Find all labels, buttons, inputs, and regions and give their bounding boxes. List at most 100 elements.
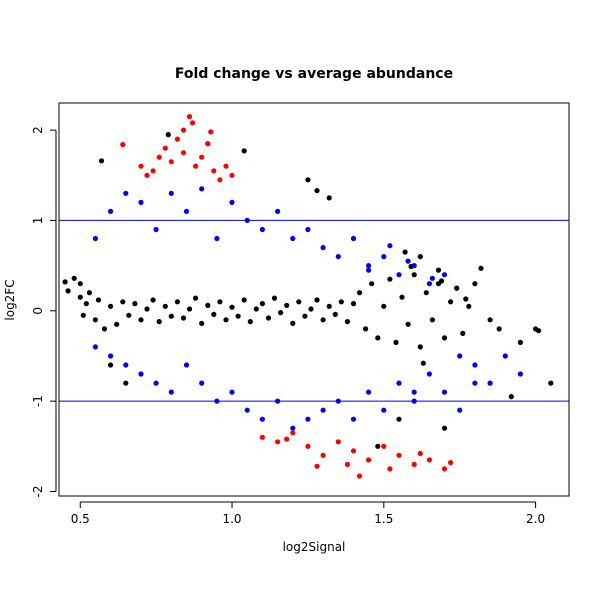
data-point bbox=[80, 312, 86, 318]
data-point bbox=[186, 306, 193, 312]
data-point bbox=[472, 380, 478, 386]
data-point bbox=[95, 297, 102, 303]
data-point bbox=[259, 226, 265, 233]
data-point bbox=[229, 172, 235, 178]
data-point bbox=[305, 177, 311, 183]
data-point bbox=[162, 145, 168, 151]
plot-frame bbox=[58, 102, 570, 497]
data-point bbox=[101, 326, 108, 332]
data-point bbox=[478, 265, 484, 271]
data-point bbox=[366, 263, 372, 269]
data-point bbox=[208, 129, 214, 135]
data-point bbox=[120, 142, 126, 148]
y-tick-label: 2 bbox=[31, 126, 45, 134]
data-point bbox=[174, 136, 180, 142]
x-axis: 0.5 1.0 1.5 2.0 bbox=[71, 501, 545, 526]
data-point bbox=[144, 306, 150, 312]
points-layer bbox=[62, 114, 554, 479]
data-point bbox=[144, 172, 150, 178]
data-point bbox=[92, 344, 98, 350]
data-point bbox=[83, 301, 89, 307]
data-point bbox=[114, 321, 120, 327]
data-point bbox=[92, 235, 98, 242]
data-point bbox=[393, 339, 399, 345]
y-tick-label: -2 bbox=[31, 485, 45, 497]
data-point bbox=[217, 177, 223, 183]
chart-title: Fold change vs average abundance bbox=[175, 66, 453, 82]
data-point bbox=[356, 290, 363, 296]
data-point bbox=[168, 159, 174, 165]
data-point bbox=[241, 148, 247, 154]
data-point bbox=[326, 195, 332, 201]
data-point bbox=[275, 439, 281, 445]
data-point bbox=[548, 380, 554, 386]
x-axis-title: log2Signal bbox=[283, 540, 346, 554]
data-point bbox=[441, 425, 448, 431]
data-point bbox=[320, 452, 326, 458]
data-point bbox=[199, 186, 205, 192]
data-point bbox=[108, 362, 114, 368]
data-point bbox=[183, 362, 190, 368]
data-point bbox=[223, 317, 229, 323]
data-point bbox=[290, 320, 296, 326]
data-point bbox=[399, 294, 405, 300]
data-point bbox=[77, 281, 83, 287]
data-point bbox=[98, 158, 105, 164]
data-point bbox=[466, 303, 472, 309]
data-point bbox=[426, 371, 432, 377]
data-point bbox=[381, 443, 387, 449]
data-point bbox=[290, 425, 296, 431]
data-point bbox=[150, 168, 156, 174]
data-point bbox=[62, 279, 68, 285]
data-point bbox=[350, 235, 357, 242]
data-point bbox=[381, 254, 387, 260]
data-point bbox=[448, 460, 454, 466]
data-point bbox=[441, 466, 448, 472]
data-point bbox=[302, 313, 308, 319]
data-point bbox=[138, 371, 144, 377]
data-point bbox=[411, 263, 417, 269]
data-point bbox=[229, 304, 235, 310]
data-point bbox=[502, 353, 508, 359]
data-point bbox=[338, 299, 344, 305]
data-point bbox=[305, 416, 311, 422]
threshold-lines bbox=[59, 219, 569, 402]
data-point bbox=[138, 163, 144, 169]
data-point bbox=[290, 430, 296, 436]
data-point bbox=[223, 163, 229, 169]
data-point bbox=[426, 281, 432, 287]
data-point bbox=[284, 302, 290, 308]
data-point bbox=[180, 150, 187, 156]
data-point bbox=[396, 272, 402, 278]
data-point bbox=[259, 301, 265, 307]
x-tick-label: 0.5 bbox=[71, 512, 90, 526]
data-point bbox=[441, 272, 448, 278]
data-point bbox=[350, 448, 357, 454]
data-point bbox=[265, 315, 272, 321]
data-point bbox=[199, 320, 205, 326]
data-point bbox=[417, 450, 423, 457]
data-point bbox=[284, 436, 290, 442]
data-point bbox=[396, 380, 402, 386]
data-point bbox=[420, 360, 426, 366]
x-tick-label: 2.0 bbox=[526, 512, 545, 526]
data-point bbox=[123, 380, 129, 386]
data-point bbox=[472, 362, 478, 368]
data-point bbox=[396, 416, 402, 422]
y-axis: -2 -1 0 1 2 bbox=[31, 126, 57, 497]
data-point bbox=[426, 457, 432, 463]
data-point bbox=[335, 254, 341, 260]
data-point bbox=[487, 317, 493, 323]
data-point bbox=[429, 317, 435, 323]
data-point bbox=[350, 416, 357, 422]
data-point bbox=[411, 272, 417, 278]
data-point bbox=[472, 281, 478, 287]
data-point bbox=[435, 267, 442, 273]
data-point bbox=[335, 439, 341, 445]
data-point bbox=[271, 295, 278, 301]
data-point bbox=[344, 461, 350, 467]
data-point bbox=[314, 463, 320, 469]
data-point bbox=[496, 326, 502, 332]
data-point bbox=[536, 328, 542, 334]
